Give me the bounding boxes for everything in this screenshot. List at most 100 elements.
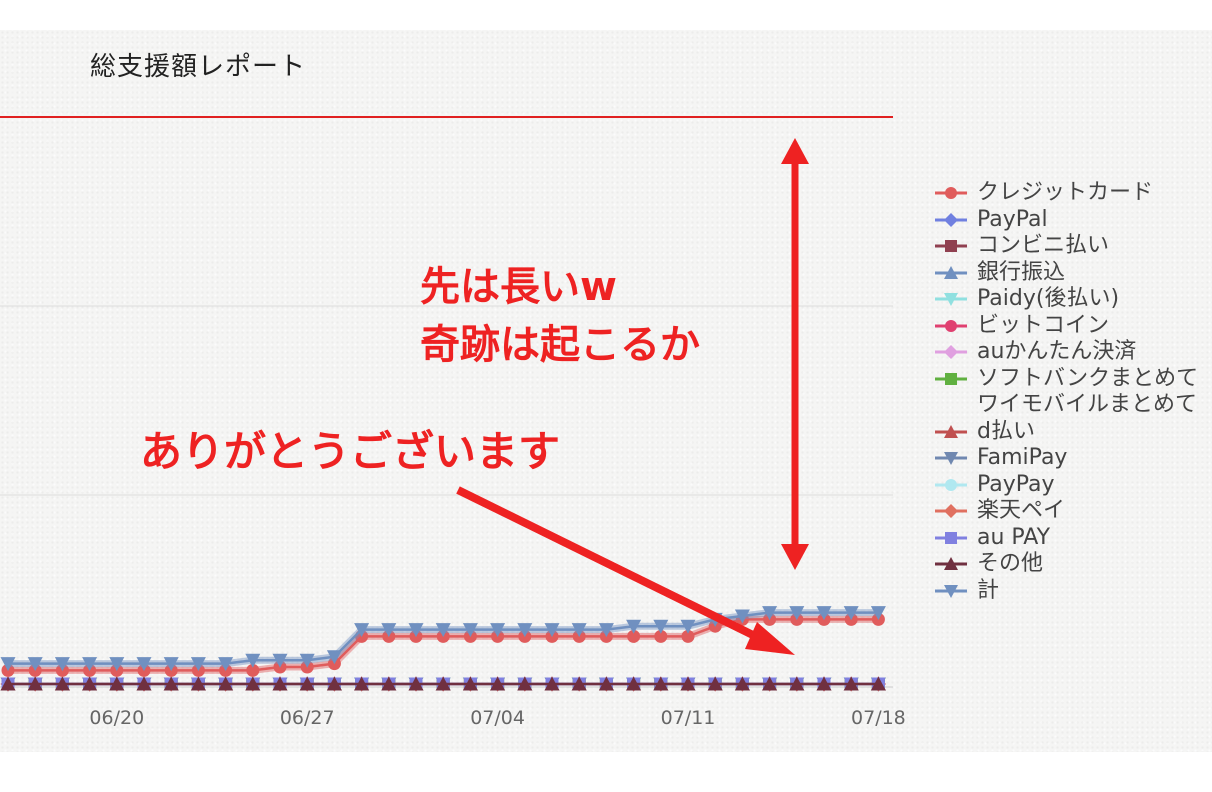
legend-item[interactable]: au PAY: [933, 525, 1198, 552]
data-point: [654, 629, 668, 643]
legend-swatch: [935, 319, 967, 332]
data-point: [0, 657, 16, 672]
legend-label: 銀行振込: [977, 259, 1066, 285]
legend-swatch: [935, 504, 967, 519]
legend-swatch-empty: [933, 397, 969, 413]
legend: クレジットカード PayPal コンビニ払い 銀行振込 Paidy(後払い) ビットコイン…: [933, 180, 1198, 604]
series-計: [0, 606, 886, 672]
data-point: [218, 676, 234, 691]
legend-label: FamiPay: [977, 445, 1068, 470]
legend-swatch: [935, 240, 967, 253]
data-point: [945, 319, 957, 332]
legend-item[interactable]: auかんたん決済: [933, 339, 1198, 366]
data-point: [945, 478, 957, 491]
data-point: [490, 676, 506, 691]
legend-item[interactable]: d払い: [933, 419, 1198, 446]
data-point: [734, 609, 750, 624]
legend-item[interactable]: ワイモバイルまとめて: [933, 392, 1198, 419]
data-point: [435, 676, 451, 691]
data-point: [381, 623, 397, 638]
legend-item[interactable]: 楽天ペイ: [933, 498, 1198, 525]
legend-item[interactable]: 計: [933, 578, 1198, 605]
data-point: [381, 676, 397, 691]
data-point: [82, 676, 98, 691]
data-point: [762, 606, 778, 621]
legend-label: 楽天ペイ: [977, 498, 1066, 523]
data-point: [627, 629, 641, 643]
data-point: [27, 657, 43, 672]
data-point: [299, 676, 315, 691]
x-tick-label: 06/20: [89, 707, 144, 729]
data-point: [945, 372, 957, 385]
legend-item[interactable]: クレジットカード: [933, 180, 1198, 207]
data-point: [945, 240, 957, 253]
legend-swatch: [935, 557, 967, 571]
data-point: [680, 619, 696, 634]
annotation-miracle: 奇跡は起こるか: [420, 322, 700, 368]
data-point: [136, 676, 152, 691]
data-point: [707, 676, 723, 691]
data-point: [571, 623, 587, 638]
legend-label: auかんたん決済: [977, 339, 1137, 364]
legend-label: d払い: [977, 418, 1035, 444]
data-point: [245, 653, 261, 668]
series-その他: [0, 676, 886, 691]
legend-item[interactable]: PayPay: [933, 472, 1198, 499]
x-tick-label: 06/27: [280, 707, 335, 729]
data-point: [163, 676, 179, 691]
legend-item[interactable]: PayPal: [933, 207, 1198, 234]
x-tick-label: 07/18: [851, 707, 906, 729]
data-point: [762, 676, 778, 691]
annotation-thanks: ありがとうございます: [140, 427, 561, 476]
chart-background: [0, 30, 1212, 752]
legend-label: Paidy(後払い): [977, 286, 1120, 311]
data-point: [246, 663, 260, 677]
data-point: [843, 676, 859, 691]
data-point: [944, 293, 958, 307]
data-point: [54, 657, 70, 672]
data-point: [653, 619, 669, 634]
data-point: [54, 676, 70, 691]
chart-title: 総支援額レポート: [90, 52, 307, 82]
data-point: [27, 676, 43, 691]
data-point: [681, 629, 695, 643]
legend-item[interactable]: 銀行振込: [933, 260, 1198, 287]
legend-swatch: [935, 293, 967, 307]
legend-item[interactable]: ソフトバンクまとめて: [933, 366, 1198, 393]
legend-swatch: [935, 187, 967, 200]
legend-label: ビットコイン: [977, 312, 1110, 338]
data-point: [789, 606, 805, 621]
x-tick-label: 07/11: [661, 707, 716, 729]
series-group: [0, 606, 886, 692]
data-point: [944, 557, 958, 571]
legend-swatch: [935, 212, 967, 227]
legend-item[interactable]: その他: [933, 551, 1198, 578]
legend-label: コンビニ払い: [977, 233, 1110, 258]
legend-label: PayPal: [977, 206, 1048, 232]
data-point: [626, 619, 642, 634]
data-point: [944, 345, 958, 360]
data-point: [944, 424, 958, 438]
data-point: [354, 676, 370, 691]
data-point: [598, 676, 614, 691]
annotation-double-arrow: [781, 138, 809, 570]
legend-swatch: [935, 584, 967, 598]
data-point: [517, 676, 533, 691]
legend-item[interactable]: FamiPay: [933, 445, 1198, 472]
legend-item[interactable]: Paidy(後払い): [933, 286, 1198, 313]
data-point: [571, 676, 587, 691]
legend-label: その他: [977, 551, 1044, 576]
legend-item[interactable]: ビットコイン: [933, 313, 1198, 340]
data-point: [945, 187, 957, 200]
legend-item[interactable]: コンビニ払い: [933, 233, 1198, 260]
data-point: [136, 657, 152, 672]
data-point: [816, 606, 832, 621]
data-point: [408, 623, 424, 638]
data-point: [82, 657, 98, 672]
data-point: [789, 676, 805, 691]
data-point: [245, 676, 261, 691]
data-point: [326, 650, 342, 665]
data-point: [408, 676, 424, 691]
data-point: [653, 676, 669, 691]
